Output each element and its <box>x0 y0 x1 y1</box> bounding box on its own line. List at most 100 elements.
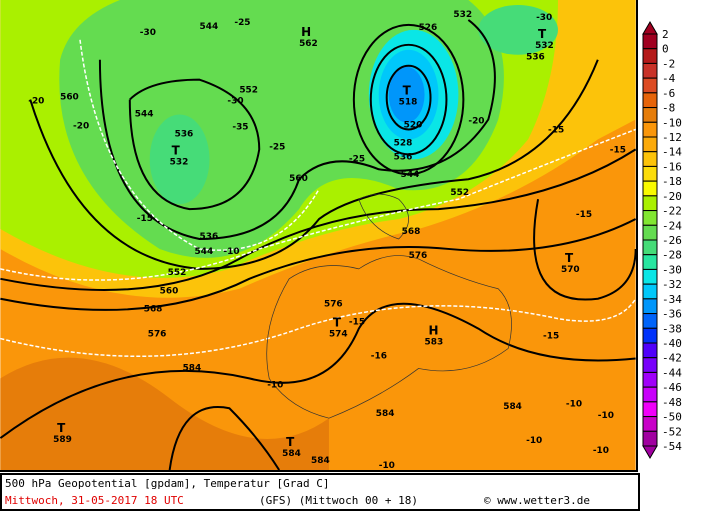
legend-label: 2 <box>662 28 669 41</box>
geopotential-label: 526 <box>419 23 438 33</box>
geopotential-label: 584 <box>311 456 330 466</box>
system-type: T <box>286 435 295 449</box>
geopotential-label: 584 <box>183 363 202 373</box>
temperature-label: -20 <box>73 121 89 131</box>
geopotential-label: 544 <box>135 110 154 120</box>
system-type: T <box>172 143 181 157</box>
legend-swatch <box>642 357 658 373</box>
legend-label: -50 <box>662 411 682 424</box>
temperature-label: -15 <box>137 214 153 224</box>
legend-label: -6 <box>662 87 675 100</box>
temperature-label: -10 <box>267 380 283 390</box>
system-label: 518 <box>399 98 418 108</box>
legend-swatch <box>642 327 658 344</box>
geopotential-label: 576 <box>409 251 428 261</box>
legend-swatch <box>642 180 658 197</box>
geopotential-contours <box>0 19 636 470</box>
legend-swatch <box>642 283 658 300</box>
geopotential-label: 568 <box>144 305 163 315</box>
legend-swatch <box>642 386 658 403</box>
legend-swatch <box>642 136 658 153</box>
legend-swatch <box>642 77 658 94</box>
geopotential-label: 552 <box>239 86 258 96</box>
legend-swatch <box>642 107 658 123</box>
system-label: 584 <box>282 449 301 459</box>
geopotential-label: 584 <box>503 402 522 412</box>
legend-swatch <box>642 371 658 388</box>
coastlines <box>266 193 512 419</box>
temperature-label: -15 <box>543 332 559 342</box>
geopotential-label: 532 <box>453 10 472 20</box>
geopotential-label: 560 <box>60 93 79 103</box>
valid-date: Mittwoch, 31-05-2017 18 UTC <box>5 494 184 507</box>
temp-field-cyan-west <box>149 114 210 205</box>
temperature-label: -10 <box>223 247 239 257</box>
temperature-label: -10 <box>593 446 609 456</box>
legend-label: 0 <box>662 43 669 56</box>
temperature-label: -30 <box>536 13 552 23</box>
geopotential-label: 536 <box>175 129 194 139</box>
legend-swatch <box>642 254 658 270</box>
temperature-label: -10 <box>598 411 614 421</box>
legend-swatch <box>642 151 658 167</box>
temperature-label: -10 <box>379 461 395 471</box>
legend-label: -32 <box>662 278 682 291</box>
legend-label: -44 <box>662 366 682 379</box>
legend-label: -52 <box>662 425 682 438</box>
legend-label: -40 <box>662 337 682 350</box>
legend-label: -12 <box>662 131 682 144</box>
temperature-label: -10 <box>566 399 582 409</box>
geopotential-label: 552 <box>168 268 187 278</box>
legend-label: -42 <box>662 352 682 365</box>
system-label: 562 <box>299 39 318 49</box>
system-label: 532 <box>170 157 189 167</box>
geopotential-label: 520 <box>404 120 423 130</box>
credit-link[interactable]: © www.wetter3.de <box>484 494 590 507</box>
legend-swatch <box>642 33 658 50</box>
system-type: T <box>565 251 574 265</box>
temperature-label: -25 <box>234 18 250 28</box>
model-run: (GFS) (Mittwoch 00 + 18) <box>259 494 418 507</box>
system-label: 589 <box>53 435 72 445</box>
system-type: H <box>429 324 439 338</box>
temperature-label: -35 <box>232 122 248 132</box>
cold-ne <box>478 4 558 55</box>
system-label: 583 <box>425 338 444 348</box>
legend-label: -2 <box>662 57 675 70</box>
temperature-label: -20 <box>28 97 44 107</box>
legend-arrow-bottom <box>642 445 658 459</box>
legend-label: -10 <box>662 116 682 129</box>
system-type: T <box>333 316 342 330</box>
temperature-label: -20 <box>468 116 484 126</box>
legend-swatch <box>642 224 658 241</box>
system-label: 574 <box>329 330 348 340</box>
temperature-label: -10 <box>526 436 542 446</box>
legend-swatch <box>642 313 658 329</box>
geopotential-label: 584 <box>376 409 395 419</box>
geopotential-label: 544 <box>401 170 420 180</box>
legend-label: -8 <box>662 102 675 115</box>
legend-label: -18 <box>662 175 682 188</box>
legend-label: -28 <box>662 249 682 262</box>
legend-label: -46 <box>662 381 682 394</box>
legend-swatch <box>642 268 658 285</box>
map-title: 500 hPa Geopotential [gpdam], Temperatur… <box>5 477 330 490</box>
legend-swatch <box>642 239 658 256</box>
temperature-label: -15 <box>349 318 365 328</box>
legend-swatch <box>642 121 658 138</box>
legend-swatch <box>642 298 658 315</box>
temp-field-warm <box>0 357 329 470</box>
legend-label: -30 <box>662 263 682 276</box>
geopotential-label: 568 <box>402 227 421 237</box>
legend-label: -54 <box>662 440 682 453</box>
legend-label: -4 <box>662 72 676 85</box>
temperature-label: -30 <box>227 97 243 107</box>
system-label: 570 <box>561 265 580 275</box>
geopotential-label: 576 <box>324 300 343 310</box>
geopotential-label: 536 <box>394 152 413 162</box>
geopotential-label: 576 <box>148 330 167 340</box>
legend-label: -48 <box>662 396 682 409</box>
legend-swatch <box>642 416 658 432</box>
